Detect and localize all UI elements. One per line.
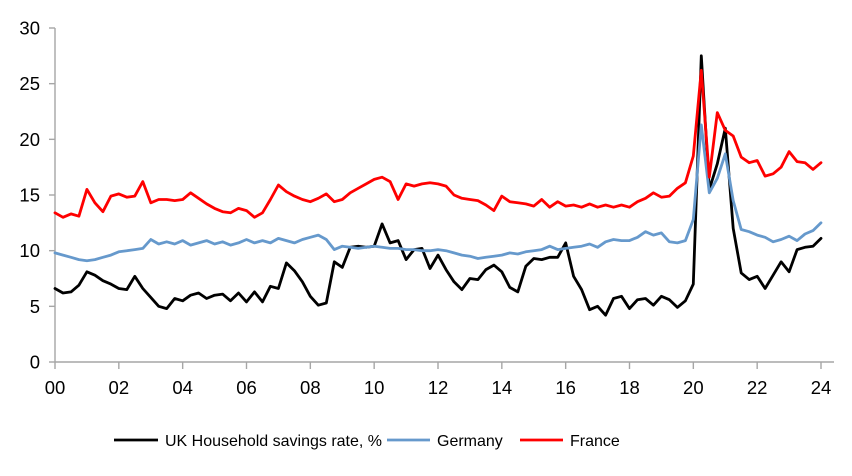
y-tick-label: 25 [19, 73, 40, 94]
x-tick-label: 18 [619, 377, 640, 398]
y-tick-label: 15 [19, 185, 40, 206]
x-tick-label: 04 [172, 377, 193, 398]
legend-label-france: France [570, 433, 620, 450]
y-tick-label: 20 [19, 129, 40, 150]
y-tick-label: 10 [19, 240, 40, 261]
x-tick-label: 00 [45, 377, 66, 398]
france-savings-line [53, 68, 823, 219]
x-tick-label: 14 [492, 377, 513, 398]
x-tick-label: 24 [811, 377, 832, 398]
series-lines [53, 54, 823, 317]
x-axis-ticks [54, 362, 822, 369]
y-tick-label: 30 [19, 18, 40, 39]
y-axis-labels: 0 5 10 15 20 25 30 [19, 18, 40, 373]
germany-savings-line [53, 123, 823, 263]
x-tick-label: 16 [555, 377, 576, 398]
x-tick-label: 02 [109, 377, 130, 398]
x-tick-label: 08 [300, 377, 321, 398]
axes [54, 28, 834, 363]
x-tick-label: 22 [747, 377, 768, 398]
legend: UK Household savings rate, % Germany Fra… [114, 433, 620, 450]
x-tick-label: 12 [428, 377, 449, 398]
x-tick-label: 10 [364, 377, 385, 398]
legend-label-uk: UK Household savings rate, % [165, 433, 382, 450]
y-tick-label: 0 [30, 352, 40, 373]
x-axis-labels: 00 02 04 06 08 10 12 14 16 18 20 22 24 [45, 377, 832, 398]
x-tick-label: 06 [236, 377, 257, 398]
y-axis-ticks [49, 27, 55, 363]
x-tick-label: 20 [683, 377, 704, 398]
uk-savings-line [53, 54, 823, 317]
legend-label-germany: Germany [437, 433, 503, 450]
y-tick-label: 5 [30, 296, 40, 317]
